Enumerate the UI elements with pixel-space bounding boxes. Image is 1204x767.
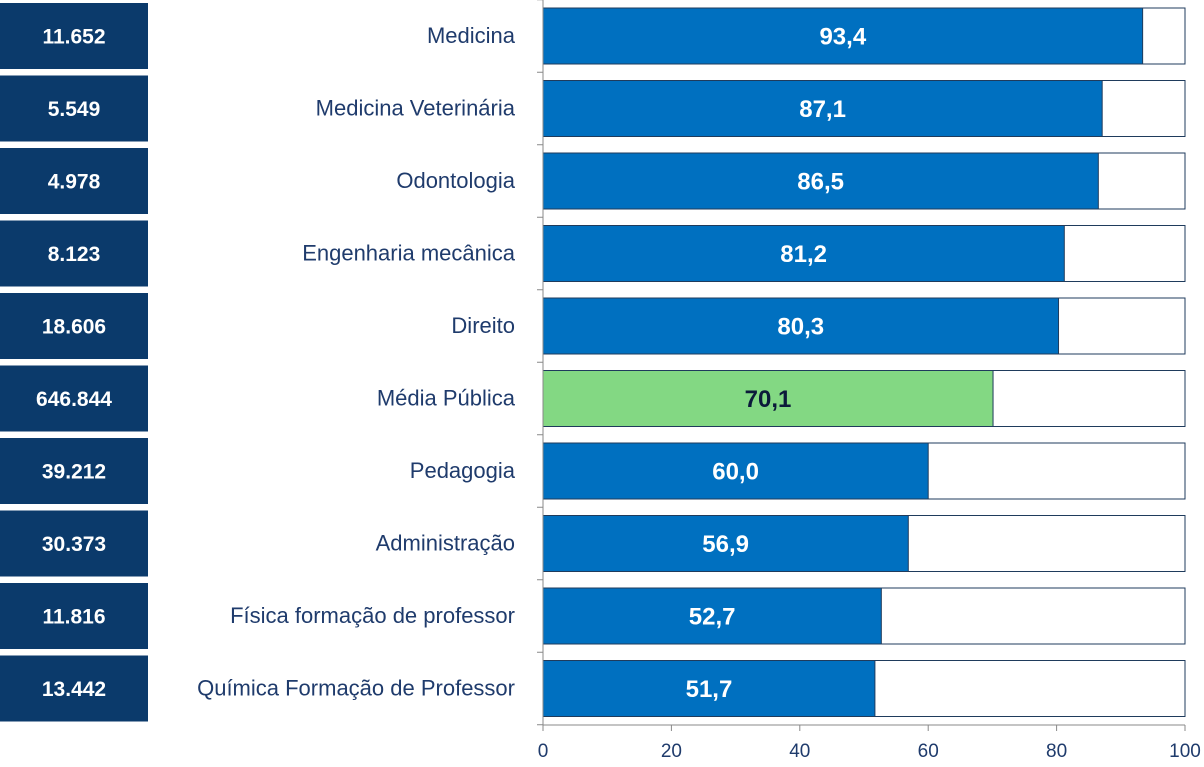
count-label: 11.652 xyxy=(42,26,105,49)
count-box xyxy=(0,3,148,69)
count-box xyxy=(0,583,148,649)
count-box xyxy=(0,655,148,722)
x-tick-label: 40 xyxy=(789,741,810,762)
count-label: 8.123 xyxy=(48,243,101,266)
count-label: 4.978 xyxy=(48,171,101,194)
category-label: Medicina Veterinária xyxy=(316,95,516,120)
x-tick-label: 0 xyxy=(538,741,549,762)
count-box xyxy=(0,510,148,577)
x-tick-label: 60 xyxy=(918,741,939,762)
count-box xyxy=(0,438,148,504)
value-label: 86,5 xyxy=(797,168,844,195)
category-label: Administração xyxy=(376,530,515,555)
category-label: Engenharia mecânica xyxy=(302,240,516,265)
x-tick-label: 20 xyxy=(661,741,682,762)
value-label: 93,4 xyxy=(819,23,866,50)
count-label: 11.816 xyxy=(42,606,105,629)
bar xyxy=(542,225,1065,282)
category-label: Direito xyxy=(451,313,515,338)
count-box xyxy=(0,293,148,359)
value-label: 81,2 xyxy=(780,241,827,268)
bar xyxy=(542,7,1144,65)
value-label: 52,7 xyxy=(689,603,736,630)
value-label: 70,1 xyxy=(745,386,792,413)
x-tick-label: 100 xyxy=(1169,741,1201,762)
count-label: 18.606 xyxy=(42,316,106,339)
bar xyxy=(542,297,1060,355)
category-label: Média Pública xyxy=(377,385,516,410)
count-box xyxy=(0,75,148,142)
count-label: 5.549 xyxy=(48,98,101,121)
bar xyxy=(542,80,1103,137)
bar xyxy=(542,515,909,572)
value-label: 80,3 xyxy=(777,313,824,340)
bar xyxy=(542,442,929,500)
count-label: 13.442 xyxy=(42,678,106,701)
bar xyxy=(542,587,882,645)
bar xyxy=(542,370,994,427)
value-label: 87,1 xyxy=(799,96,846,123)
category-label: Química Formação de Professor xyxy=(197,675,515,700)
count-box xyxy=(0,365,148,432)
count-label: 646.844 xyxy=(36,388,112,411)
count-label: 30.373 xyxy=(42,533,106,556)
count-label: 39.212 xyxy=(42,461,106,484)
category-label: Pedagogia xyxy=(410,458,516,483)
category-label: Medicina xyxy=(427,23,516,48)
x-tick-label: 80 xyxy=(1046,741,1067,762)
bar xyxy=(542,660,876,717)
category-label: Odontologia xyxy=(396,168,515,193)
bar xyxy=(542,152,1099,210)
count-box xyxy=(0,220,148,287)
category-label: Física formação de professor xyxy=(230,603,515,628)
value-label: 60,0 xyxy=(712,458,759,485)
value-label: 56,9 xyxy=(702,531,749,558)
value-label: 51,7 xyxy=(686,676,733,703)
count-box xyxy=(0,148,148,214)
